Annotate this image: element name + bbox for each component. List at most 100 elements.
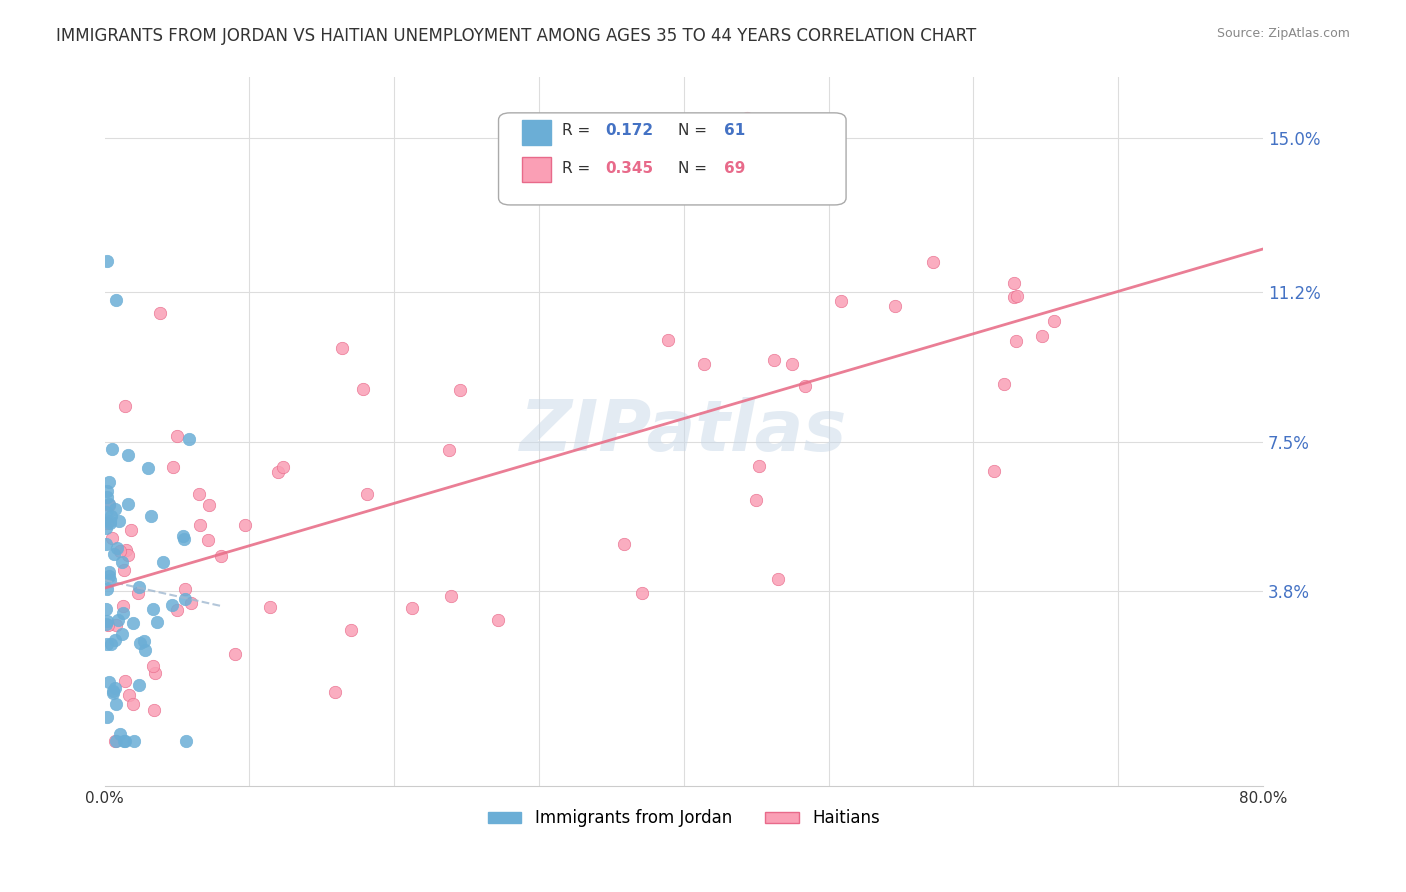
Text: N =: N = <box>678 161 711 176</box>
Point <box>94 537 117 551</box>
Point <box>120 523 142 537</box>
Point <box>613 537 636 551</box>
Point <box>108 726 131 740</box>
Point <box>1031 328 1053 343</box>
Bar <box>522 120 551 145</box>
Point <box>112 734 135 748</box>
Text: R =: R = <box>562 123 595 138</box>
Point <box>100 637 122 651</box>
Point <box>96 614 118 628</box>
Legend: Immigrants from Jordan, Haitians: Immigrants from Jordan, Haitians <box>481 803 886 834</box>
Point <box>96 637 118 651</box>
Point <box>107 613 129 627</box>
Point <box>111 555 134 569</box>
Point <box>197 533 219 547</box>
Point <box>94 521 117 535</box>
Point <box>104 681 127 696</box>
Point <box>983 464 1005 478</box>
Point <box>693 357 716 371</box>
Point <box>266 465 288 479</box>
Point <box>104 632 127 647</box>
Point <box>657 333 679 347</box>
Point <box>748 458 770 473</box>
Point <box>356 487 378 501</box>
Point <box>111 626 134 640</box>
Point <box>162 460 184 475</box>
Text: 61: 61 <box>724 123 745 138</box>
Point <box>330 342 353 356</box>
Point <box>766 572 789 586</box>
Point <box>117 548 139 562</box>
Point <box>166 603 188 617</box>
Point <box>114 734 136 748</box>
Point <box>162 598 184 612</box>
Point <box>486 613 509 627</box>
Text: R =: R = <box>562 161 595 176</box>
Point <box>149 306 172 320</box>
Point <box>166 429 188 443</box>
Point <box>134 642 156 657</box>
Point <box>105 293 128 307</box>
Point <box>114 673 136 688</box>
Point <box>103 684 125 698</box>
Point <box>128 636 150 650</box>
Point <box>96 710 118 724</box>
Point <box>449 383 471 397</box>
Text: N =: N = <box>678 123 711 138</box>
Point <box>1004 334 1026 348</box>
FancyBboxPatch shape <box>499 113 846 205</box>
Point <box>152 555 174 569</box>
Point <box>97 498 120 512</box>
Point <box>111 599 134 613</box>
Point <box>103 547 125 561</box>
Point <box>104 501 127 516</box>
Point <box>114 542 136 557</box>
Point <box>143 703 166 717</box>
Point <box>190 517 212 532</box>
Point <box>105 618 128 632</box>
Point <box>271 460 294 475</box>
Point <box>94 617 117 632</box>
Point <box>830 294 852 309</box>
Point <box>325 685 347 699</box>
Point <box>259 599 281 614</box>
Point <box>1043 314 1066 328</box>
Point <box>709 190 731 204</box>
Point <box>96 484 118 499</box>
Point <box>97 496 120 510</box>
Point <box>108 543 131 558</box>
Point <box>112 563 135 577</box>
Point <box>100 532 122 546</box>
Point <box>340 623 363 637</box>
Point <box>763 352 786 367</box>
Point <box>97 618 120 632</box>
Point <box>114 399 136 413</box>
Bar <box>522 158 551 182</box>
Text: ZIPatlas: ZIPatlas <box>520 397 848 467</box>
Point <box>108 514 131 528</box>
Point <box>439 442 461 457</box>
Point <box>173 592 195 607</box>
Point <box>198 498 221 512</box>
Point <box>352 383 374 397</box>
Point <box>122 734 145 748</box>
Point <box>96 254 118 268</box>
Point <box>127 586 149 600</box>
Point <box>884 299 907 313</box>
Text: 0.172: 0.172 <box>605 123 654 138</box>
Point <box>142 659 165 673</box>
Point <box>117 497 139 511</box>
Point <box>98 514 121 528</box>
Point <box>177 433 200 447</box>
Point <box>146 615 169 629</box>
Point <box>188 486 211 500</box>
Point <box>174 582 197 596</box>
Point <box>121 616 143 631</box>
Point <box>96 582 118 597</box>
Point <box>172 529 194 543</box>
Point <box>143 665 166 680</box>
Point <box>132 634 155 648</box>
Point <box>128 677 150 691</box>
Point <box>128 580 150 594</box>
Text: 0.345: 0.345 <box>605 161 654 176</box>
